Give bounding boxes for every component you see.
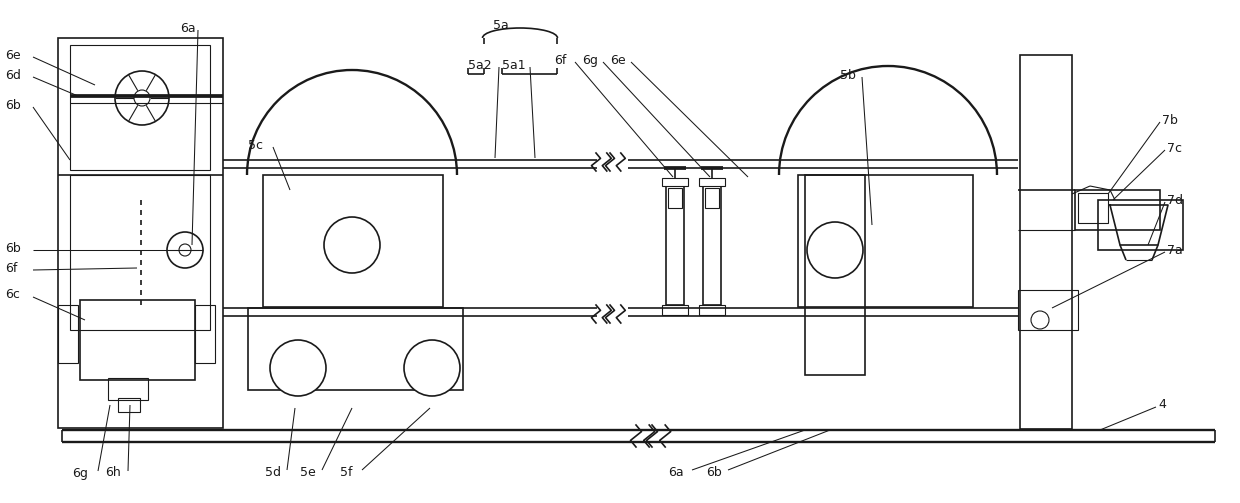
Text: 6g: 6g (582, 53, 598, 66)
Text: 5a: 5a (494, 19, 508, 32)
Bar (69, 45, 210, 170)
Text: 6d: 6d (5, 68, 21, 81)
Text: 5e: 5e (300, 465, 316, 478)
Text: 6h: 6h (105, 466, 120, 479)
Text: 7c: 7c (1167, 141, 1182, 154)
Bar (668, 188, 682, 208)
Circle shape (167, 232, 203, 268)
Text: 5a2: 5a2 (467, 58, 491, 71)
Bar (799, 175, 973, 307)
Text: 5d: 5d (265, 465, 281, 478)
Text: 6e: 6e (5, 48, 21, 61)
Bar (118, 398, 140, 412)
Text: 4: 4 (1158, 398, 1166, 411)
Bar (1078, 193, 1109, 223)
Text: 6a: 6a (180, 22, 196, 35)
Bar (662, 178, 688, 186)
Bar (706, 188, 719, 208)
Circle shape (807, 222, 863, 278)
Bar (108, 378, 148, 400)
Text: 6e: 6e (610, 53, 626, 66)
Text: 6b: 6b (706, 465, 722, 478)
Bar (195, 305, 215, 363)
Text: 6f: 6f (5, 262, 17, 275)
Text: 7b: 7b (1162, 114, 1178, 126)
Text: 6c: 6c (5, 289, 20, 301)
Text: 7d: 7d (1167, 194, 1183, 207)
Bar (699, 305, 725, 315)
Bar (1021, 55, 1073, 429)
Bar (1097, 200, 1183, 250)
Circle shape (404, 340, 460, 396)
Bar (666, 183, 684, 305)
Bar (263, 175, 443, 307)
Bar (58, 305, 78, 363)
Text: 5b: 5b (839, 68, 856, 81)
Text: 5a1: 5a1 (502, 58, 526, 71)
Text: 5c: 5c (248, 138, 263, 151)
Circle shape (134, 90, 150, 106)
Bar (805, 175, 866, 375)
Text: 6g: 6g (72, 466, 88, 479)
Bar (703, 183, 720, 305)
Text: 5f: 5f (340, 465, 352, 478)
Text: 6b: 6b (5, 241, 21, 255)
Circle shape (115, 71, 169, 125)
Bar (58, 38, 223, 428)
Bar (699, 178, 725, 186)
Bar (248, 308, 463, 390)
Circle shape (179, 244, 191, 256)
Text: 6a: 6a (668, 465, 683, 478)
Circle shape (324, 217, 379, 273)
Text: 6b: 6b (5, 99, 21, 112)
Bar (69, 175, 210, 330)
Text: 6f: 6f (554, 53, 567, 66)
Bar (81, 300, 195, 380)
Circle shape (1030, 311, 1049, 329)
Text: 7a: 7a (1167, 243, 1183, 257)
Bar (1075, 190, 1159, 230)
Bar (1018, 290, 1078, 330)
Circle shape (270, 340, 326, 396)
Bar (662, 305, 688, 315)
